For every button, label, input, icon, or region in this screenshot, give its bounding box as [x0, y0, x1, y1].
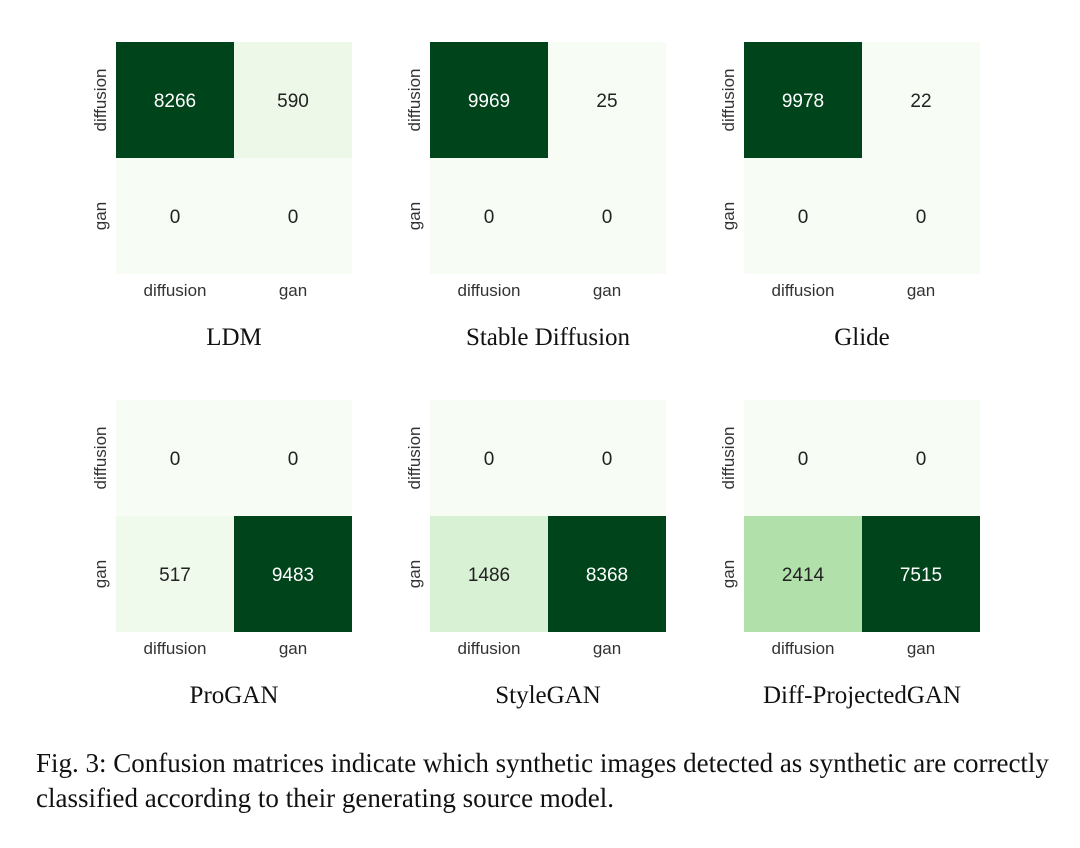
heatmap-cell — [430, 158, 548, 274]
matrix-subtitle: LDM — [206, 324, 262, 351]
cell-value-label: 8266 — [154, 91, 196, 112]
heatmap-cell — [430, 42, 548, 158]
heatmap-cell — [744, 42, 862, 158]
cell-value-label: 0 — [288, 449, 299, 470]
heatmap-cell — [430, 516, 548, 632]
heatmap-cell — [548, 42, 666, 158]
x-tick-label: gan — [593, 639, 621, 658]
confusion-matrix-3: 0 0 517 9483 diffusion gan diffusion gan ProGAN — [91, 400, 352, 709]
cell-value-label: 22 — [910, 91, 931, 112]
x-tick-label: diffusion — [143, 281, 206, 300]
heatmap-cell — [744, 400, 862, 516]
heatmap-cell — [744, 516, 862, 632]
x-tick-label: diffusion — [457, 281, 520, 300]
cell-value-label: 9483 — [272, 565, 314, 586]
y-tick-label: diffusion — [405, 426, 424, 489]
confusion-matrix-2: 9978 22 0 0 diffusion gan diffusion gan Glide — [719, 42, 980, 351]
heatmap-cell — [744, 158, 862, 274]
cell-value-label: 0 — [916, 449, 927, 470]
cell-value-label: 9969 — [468, 91, 510, 112]
cell-value-label: 1486 — [468, 565, 510, 586]
heatmap-cell — [234, 42, 352, 158]
cell-value-label: 0 — [288, 207, 299, 228]
cell-value-label: 0 — [798, 207, 809, 228]
cell-value-label: 0 — [602, 207, 613, 228]
cell-value-label: 0 — [916, 207, 927, 228]
heatmap-cell — [548, 516, 666, 632]
heatmap-cell — [548, 400, 666, 516]
cell-value-label: 0 — [170, 207, 181, 228]
matrix-subtitle: StyleGAN — [495, 682, 601, 709]
cell-value-label: 7515 — [900, 565, 942, 586]
cell-value-label: 2414 — [782, 565, 825, 586]
y-tick-label: diffusion — [91, 426, 110, 489]
heatmap-cell — [862, 400, 980, 516]
confusion-matrix-5: 0 0 2414 7515 diffusion gan diffusion gan Diff-P… — [719, 400, 980, 709]
cell-value-label: 517 — [159, 565, 191, 586]
heatmap-cell — [234, 400, 352, 516]
heatmap-cell — [548, 158, 666, 274]
heatmap-cell — [116, 400, 234, 516]
y-tick-label: diffusion — [91, 68, 110, 131]
y-tick-label: diffusion — [405, 68, 424, 131]
heatmap-cell — [862, 42, 980, 158]
y-tick-label: gan — [719, 560, 738, 588]
x-tick-label: gan — [279, 639, 307, 658]
matrix-subtitle: Diff-ProjectedGAN — [763, 682, 961, 709]
matrix-subtitle: ProGAN — [190, 682, 279, 709]
heatmap-cell — [430, 400, 548, 516]
heatmap-cell — [862, 516, 980, 632]
matrix-subtitle: Glide — [834, 324, 890, 351]
figure-caption: Fig. 3: Confusion matrices indicate whic… — [36, 748, 1049, 813]
cell-value-label: 0 — [170, 449, 181, 470]
heatmap-cell — [116, 158, 234, 274]
cell-value-label: 0 — [484, 449, 495, 470]
cell-value-label: 0 — [602, 449, 613, 470]
x-tick-label: gan — [593, 281, 621, 300]
cell-value-label: 8368 — [586, 565, 628, 586]
y-tick-label: gan — [405, 560, 424, 588]
y-tick-label: gan — [91, 560, 110, 588]
confusion-matrix-0: 8266 590 0 0 diffusion gan diffusion gan LDM — [91, 42, 352, 351]
cell-value-label: 0 — [484, 207, 495, 228]
x-tick-label: diffusion — [771, 281, 834, 300]
heatmap-cell — [234, 158, 352, 274]
cell-value-label: 9978 — [782, 91, 824, 112]
heatmap-cell — [116, 42, 234, 158]
matrix-subtitle: Stable Diffusion — [466, 324, 631, 351]
y-tick-label: diffusion — [719, 426, 738, 489]
x-tick-label: diffusion — [143, 639, 206, 658]
heatmap-cell — [234, 516, 352, 632]
y-tick-label: diffusion — [719, 68, 738, 131]
confusion-matrix-4: 0 0 1486 8368 diffusion gan diffusion gan StyleG… — [405, 400, 666, 709]
x-tick-label: diffusion — [457, 639, 520, 658]
x-tick-label: gan — [279, 281, 307, 300]
confusion-matrix-1: 9969 25 0 0 diffusion gan diffusion gan Stable D… — [405, 42, 666, 351]
y-tick-label: gan — [719, 202, 738, 230]
cell-value-label: 590 — [277, 91, 309, 112]
cell-value-label: 25 — [596, 91, 617, 112]
x-tick-label: gan — [907, 281, 935, 300]
heatmap-cell — [116, 516, 234, 632]
x-tick-label: gan — [907, 639, 935, 658]
cell-value-label: 0 — [798, 449, 809, 470]
heatmap-cell — [862, 158, 980, 274]
y-tick-label: gan — [405, 202, 424, 230]
y-tick-label: gan — [91, 202, 110, 230]
x-tick-label: diffusion — [771, 639, 834, 658]
